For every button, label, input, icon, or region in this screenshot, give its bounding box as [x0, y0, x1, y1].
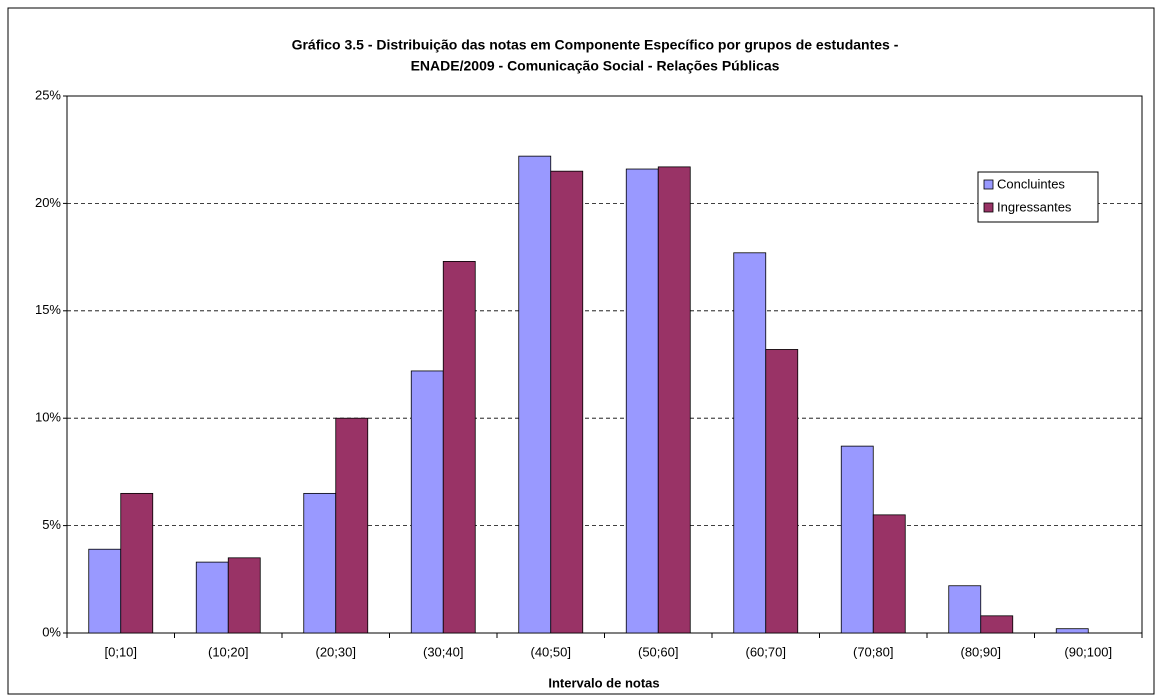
bar: [410, 370, 444, 634]
bar: [303, 492, 337, 634]
chart-title: ENADE/2009 - Comunicação Social - Relaçõ…: [411, 58, 780, 74]
bar: [335, 417, 369, 634]
bar: [765, 349, 799, 634]
legend-label: Concluintes: [997, 176, 1065, 191]
y-tick-label: 0%: [42, 624, 61, 639]
bar: [550, 170, 584, 634]
bar: [227, 557, 261, 634]
y-tick-label: 10%: [35, 410, 61, 425]
chart-title: Gráfico 3.5 - Distribuição das notas em …: [292, 37, 899, 53]
x-tick-label: (20;30]: [316, 644, 356, 659]
x-tick-label: [0;10]: [104, 644, 137, 659]
bar: [1055, 628, 1089, 634]
bar: [518, 155, 552, 634]
bar: [733, 252, 767, 634]
x-axis-label: Intervalo de notas: [548, 675, 659, 690]
y-tick-label: 25%: [35, 87, 61, 102]
y-tick-label: 15%: [35, 302, 61, 317]
x-tick-label: (50;60]: [638, 644, 678, 659]
x-tick-label: (60;70]: [746, 644, 786, 659]
bar: [120, 492, 154, 634]
bar: [980, 615, 1014, 634]
legend-box: [977, 171, 1099, 223]
y-tick-label: 5%: [42, 517, 61, 532]
legend-swatch: [983, 202, 994, 213]
bar: [657, 166, 691, 634]
bar: [442, 260, 476, 634]
bar: [872, 514, 906, 634]
x-tick-label: (80;90]: [961, 644, 1001, 659]
x-tick-label: (10;20]: [208, 644, 248, 659]
legend-swatch: [983, 179, 994, 190]
bar: [195, 561, 229, 634]
legend-label: Ingressantes: [997, 199, 1072, 214]
y-tick-label: 20%: [35, 195, 61, 210]
x-tick-label: (70;80]: [853, 644, 893, 659]
x-tick-label: (40;50]: [531, 644, 571, 659]
bar: [625, 168, 659, 634]
bar: [948, 585, 982, 634]
bar: [88, 548, 122, 634]
x-tick-label: (30;40]: [423, 644, 463, 659]
x-tick-label: (90;100]: [1064, 644, 1112, 659]
bar: [840, 445, 874, 634]
